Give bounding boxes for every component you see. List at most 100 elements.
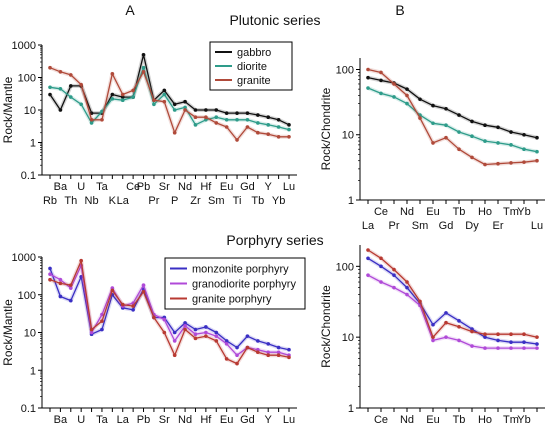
data-point [496, 338, 500, 343]
x-tick-label-th: Th [64, 195, 77, 207]
data-point [162, 99, 167, 104]
data-point [68, 286, 73, 290]
x-tick-label-sr: Sr [159, 181, 170, 193]
data-point [470, 119, 474, 124]
legend-box [164, 257, 306, 310]
data-point [483, 123, 487, 128]
data-point [131, 88, 135, 93]
series-line-granite-porphyry [367, 249, 538, 338]
data-point [204, 334, 208, 338]
data-point [141, 52, 146, 57]
data-point [100, 319, 104, 323]
x-tick-label-ti: Ti [233, 195, 242, 207]
x-tick-label-k: K [109, 195, 117, 207]
data-point [68, 298, 73, 303]
data-point [120, 302, 125, 307]
x-tick-label-eu: Eu [426, 206, 439, 218]
chart-a-bottom: 0.11101001000Rock/MantleRbBaThUNbTaKLaCe… [1, 252, 306, 429]
data-point [245, 117, 250, 122]
data-point [110, 288, 115, 293]
data-point [58, 281, 63, 286]
x-tick-label-ce: Ce [374, 206, 388, 218]
data-point [152, 102, 156, 107]
data-point [48, 65, 52, 70]
series-diorite [366, 86, 539, 154]
data-point [266, 132, 271, 137]
data-point [405, 292, 409, 297]
data-point [89, 330, 94, 335]
data-point [48, 277, 52, 282]
data-point [256, 347, 260, 352]
x-tick-label-pb: Pb [137, 181, 150, 193]
data-point [79, 102, 83, 107]
y-tick-label: 1 [30, 365, 36, 377]
data-point [245, 125, 250, 129]
data-point [379, 256, 383, 261]
y-tick-label: 1000 [12, 40, 36, 52]
data-point [204, 115, 208, 120]
series-line-monzonite-porphyry [367, 257, 538, 345]
data-point [379, 264, 383, 269]
panel-b-label: B [395, 2, 404, 18]
series-line-granite-porphyry [49, 260, 290, 365]
x-tick-label-ba: Ba [54, 414, 68, 426]
data-point [483, 139, 487, 143]
x-tick-label-lu: Lu [283, 181, 295, 193]
data-point [58, 277, 63, 282]
x-tick-label-u: U [77, 414, 85, 426]
data-point [379, 78, 383, 83]
data-point [366, 248, 370, 252]
data-point [444, 320, 448, 325]
data-point [287, 127, 291, 132]
y-tick-label: 100 [18, 290, 36, 302]
data-point [89, 327, 94, 332]
data-point [235, 117, 239, 122]
data-point [89, 121, 94, 125]
data-point [141, 289, 146, 294]
data-point [431, 322, 435, 327]
y-tick-label: 10 [24, 105, 36, 117]
data-point [172, 130, 177, 135]
x-tick-label-ho: Ho [478, 414, 492, 426]
data-point [68, 73, 73, 77]
data-point [256, 339, 260, 343]
y-tick-label: 1 [30, 138, 36, 150]
data-point [193, 336, 198, 341]
data-point [366, 273, 370, 277]
data-point [392, 285, 396, 290]
data-point [366, 75, 370, 80]
data-point [379, 91, 383, 96]
data-point [79, 258, 83, 263]
data-point [509, 143, 513, 147]
legend-label-diorite: diorite [237, 61, 267, 73]
data-point [120, 95, 125, 99]
data-point [483, 332, 487, 337]
data-point [256, 121, 260, 125]
x-tick-label-lu: Lu [283, 414, 295, 426]
data-point [483, 162, 487, 167]
data-point [444, 135, 448, 140]
data-point [224, 339, 229, 343]
data-point [509, 340, 513, 344]
data-point [214, 115, 219, 120]
top-section-title: Plutonic series [229, 12, 320, 28]
data-point [235, 353, 239, 358]
legend-label-granite: granite [237, 75, 271, 87]
x-tick-label-yb: Yb [517, 206, 530, 218]
data-point [204, 117, 208, 122]
x-tick-label-tb: Tb [453, 206, 466, 218]
series-granite-porphyry [48, 258, 291, 366]
x-tick-label-sr: Sr [159, 414, 170, 426]
x-tick-label-eu: Eu [220, 414, 233, 426]
data-point [287, 123, 291, 127]
data-point [172, 108, 177, 112]
x-tick-label-pr: Pr [148, 195, 159, 207]
x-tick-label-nd: Nd [178, 414, 192, 426]
x-tick-label-la: La [117, 414, 130, 426]
y-tick-label: 1 [348, 403, 354, 415]
data-point [522, 160, 526, 164]
data-point [214, 339, 219, 343]
x-tick-label-eu: Eu [220, 181, 233, 193]
data-point [522, 132, 526, 137]
x-tick-label-sm: Sm [412, 220, 429, 232]
